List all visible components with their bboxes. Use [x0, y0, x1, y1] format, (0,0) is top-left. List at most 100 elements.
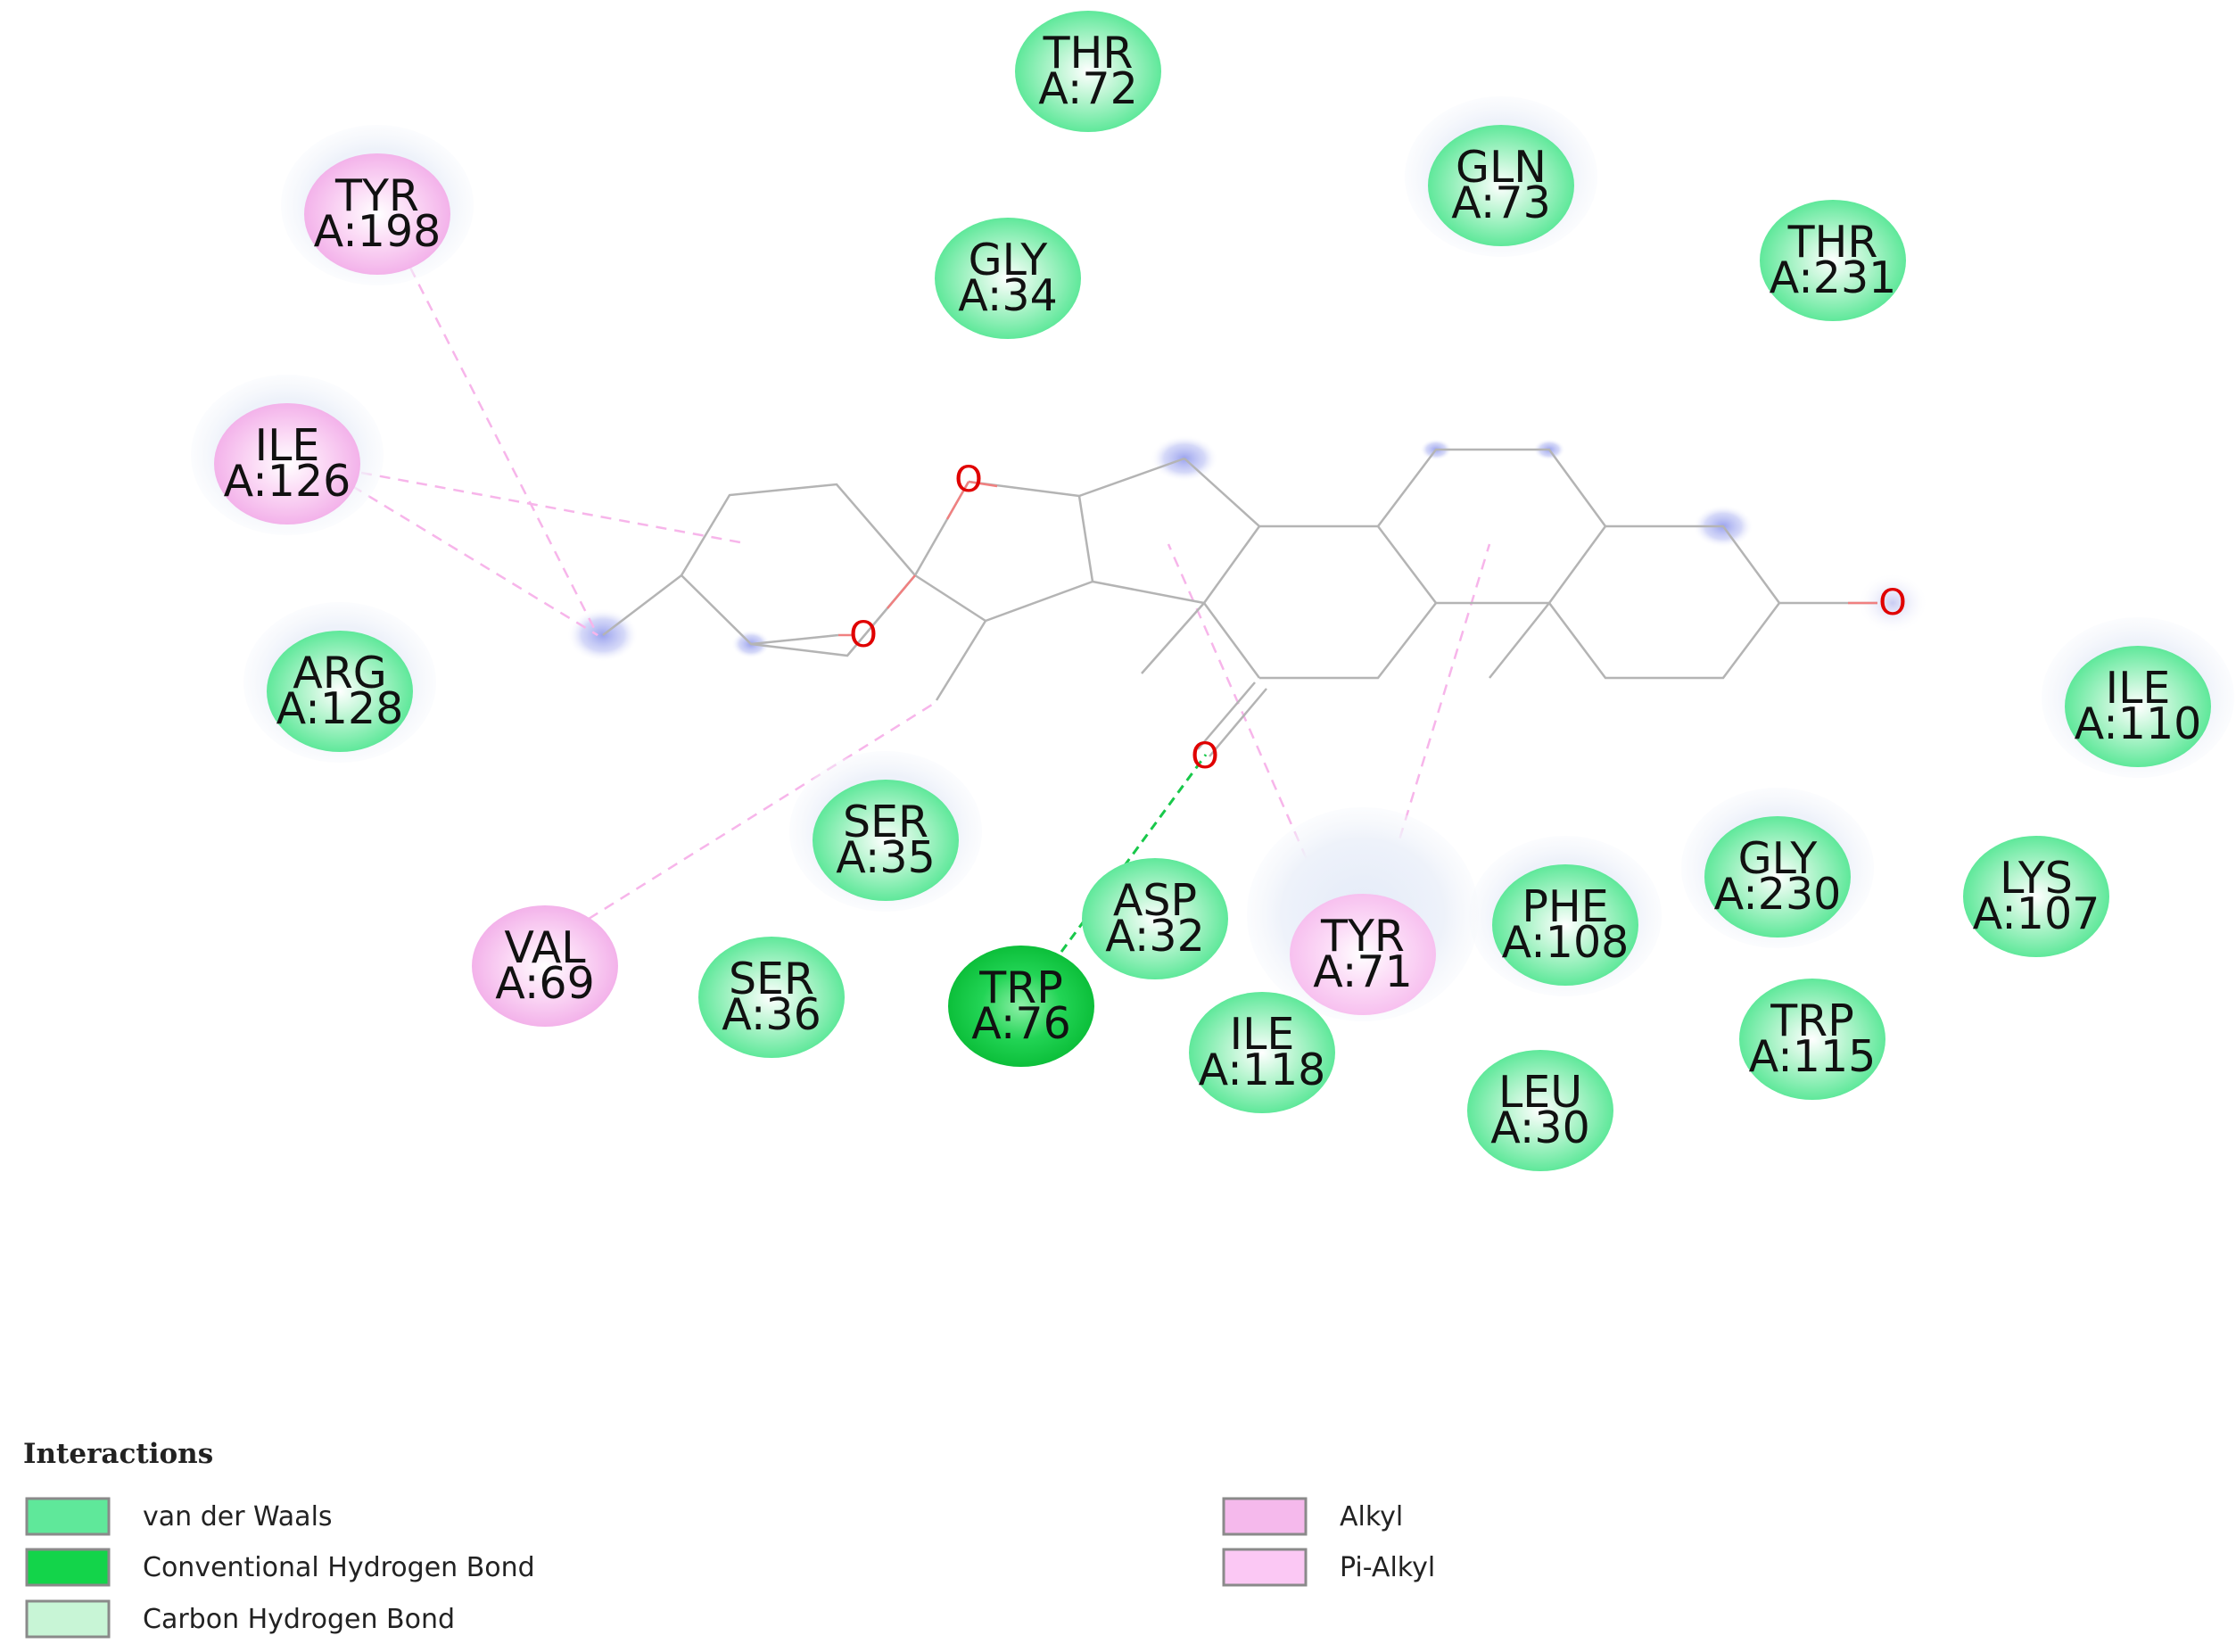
residue-name: LEU — [1498, 1067, 1582, 1118]
residue-number: A:230 — [1714, 869, 1842, 920]
residue-name: TYR — [334, 170, 419, 221]
legend-label: Carbon Hydrogen Bond — [143, 1604, 455, 1635]
residue-number: A:118 — [1199, 1045, 1326, 1095]
alkyl-line-ile126-a — [360, 471, 741, 544]
residue-disc — [1082, 858, 1228, 979]
residue-disc — [1739, 979, 1885, 1100]
residue-disc — [1428, 125, 1574, 246]
residue-name: TYR — [1320, 911, 1405, 962]
residue-name: PHE — [1522, 881, 1608, 932]
residue-number: A:115 — [1749, 1031, 1877, 1082]
residue-number: A:231 — [1770, 252, 1897, 303]
residue-number: A:30 — [1490, 1103, 1590, 1153]
residue-name: SER — [729, 954, 814, 1004]
oxygen-atom: O — [1191, 736, 1218, 777]
residue-disc — [1760, 200, 1906, 321]
residue-number: A:35 — [836, 832, 936, 883]
alkyl-line-tyr198 — [408, 267, 599, 636]
legend-swatch — [25, 1548, 111, 1587]
legend-swatch — [1222, 1548, 1308, 1587]
legend-label: Pi-Alkyl — [1340, 1552, 1435, 1583]
residue-number: A:69 — [495, 958, 595, 1009]
residue-name: THR — [1787, 217, 1878, 268]
legend: Interactions van der Waals Conventional H… — [23, 1438, 1435, 1639]
legend-label: Conventional Hydrogen Bond — [143, 1552, 535, 1583]
legend-item-conventional-hbond: Conventional Hydrogen Bond — [25, 1548, 535, 1587]
ligand-structure — [602, 448, 1877, 757]
residue-number: A:128 — [276, 683, 404, 734]
alkyl-line-ile126-b — [351, 484, 598, 637]
residue-disc — [1467, 1050, 1613, 1171]
residue-disc — [1704, 816, 1851, 938]
residue-name: GLN — [1456, 142, 1547, 193]
residue-name: THR — [1043, 28, 1134, 78]
residue-name: GLY — [1738, 833, 1819, 884]
residue-number: A:72 — [1038, 63, 1138, 114]
residue-name: VAL — [504, 922, 586, 973]
legend-item-van-der-waals: van der Waals — [25, 1497, 333, 1536]
interaction-lines — [351, 267, 1491, 953]
residue-name: GLY — [969, 235, 1049, 285]
residue-name: SER — [843, 797, 928, 847]
residue-name: ILE — [1230, 1009, 1295, 1060]
residue-name: ARG — [293, 648, 387, 698]
residue-number: A:36 — [722, 989, 821, 1040]
oxygen-atom: O — [954, 459, 982, 500]
residue-number: A:76 — [971, 998, 1071, 1049]
residue-disc — [267, 631, 413, 752]
residue-number: A:34 — [958, 270, 1058, 321]
residue-disc — [1492, 864, 1638, 986]
legend-item-pi-alkyl: Pi-Alkyl — [1222, 1548, 1435, 1587]
residue-number: A:110 — [2075, 698, 2202, 749]
legend-swatch — [1222, 1497, 1308, 1536]
residue-disc — [948, 946, 1094, 1067]
oxygen-atom: O — [1878, 582, 1906, 624]
legend-label: Alkyl — [1340, 1501, 1403, 1532]
residue-disc — [813, 780, 959, 901]
residue-name: ILE — [255, 420, 320, 471]
residue-disc — [1015, 11, 1161, 132]
legend-swatch — [25, 1497, 111, 1536]
residue-number: A:71 — [1313, 946, 1413, 997]
residue-name: ILE — [2106, 663, 2171, 714]
residue-number: A:198 — [314, 206, 441, 257]
alkyl-line-val69 — [588, 703, 933, 921]
oxygen-atoms: O O O O — [849, 459, 1906, 777]
residue-number: A:107 — [1973, 888, 2100, 939]
legend-title: Interactions — [23, 1438, 213, 1470]
oxygen-atom: O — [849, 615, 877, 656]
legend-item-alkyl: Alkyl — [1222, 1497, 1403, 1536]
legend-label: van der Waals — [143, 1501, 333, 1532]
residue-name: TRP — [978, 962, 1063, 1013]
residue-disc — [1963, 836, 2109, 957]
residue-number: A:73 — [1451, 178, 1551, 228]
residue-disc — [1189, 992, 1335, 1113]
residue-name: ASP — [1113, 875, 1197, 926]
residue-disc — [935, 218, 1081, 339]
residue-disc — [214, 403, 360, 525]
solvent-accessibility-blobs — [567, 435, 1928, 662]
residue-name: LYS — [2000, 853, 2073, 904]
residue-disc — [1290, 894, 1436, 1015]
residue-name: TRP — [1770, 995, 1854, 1046]
